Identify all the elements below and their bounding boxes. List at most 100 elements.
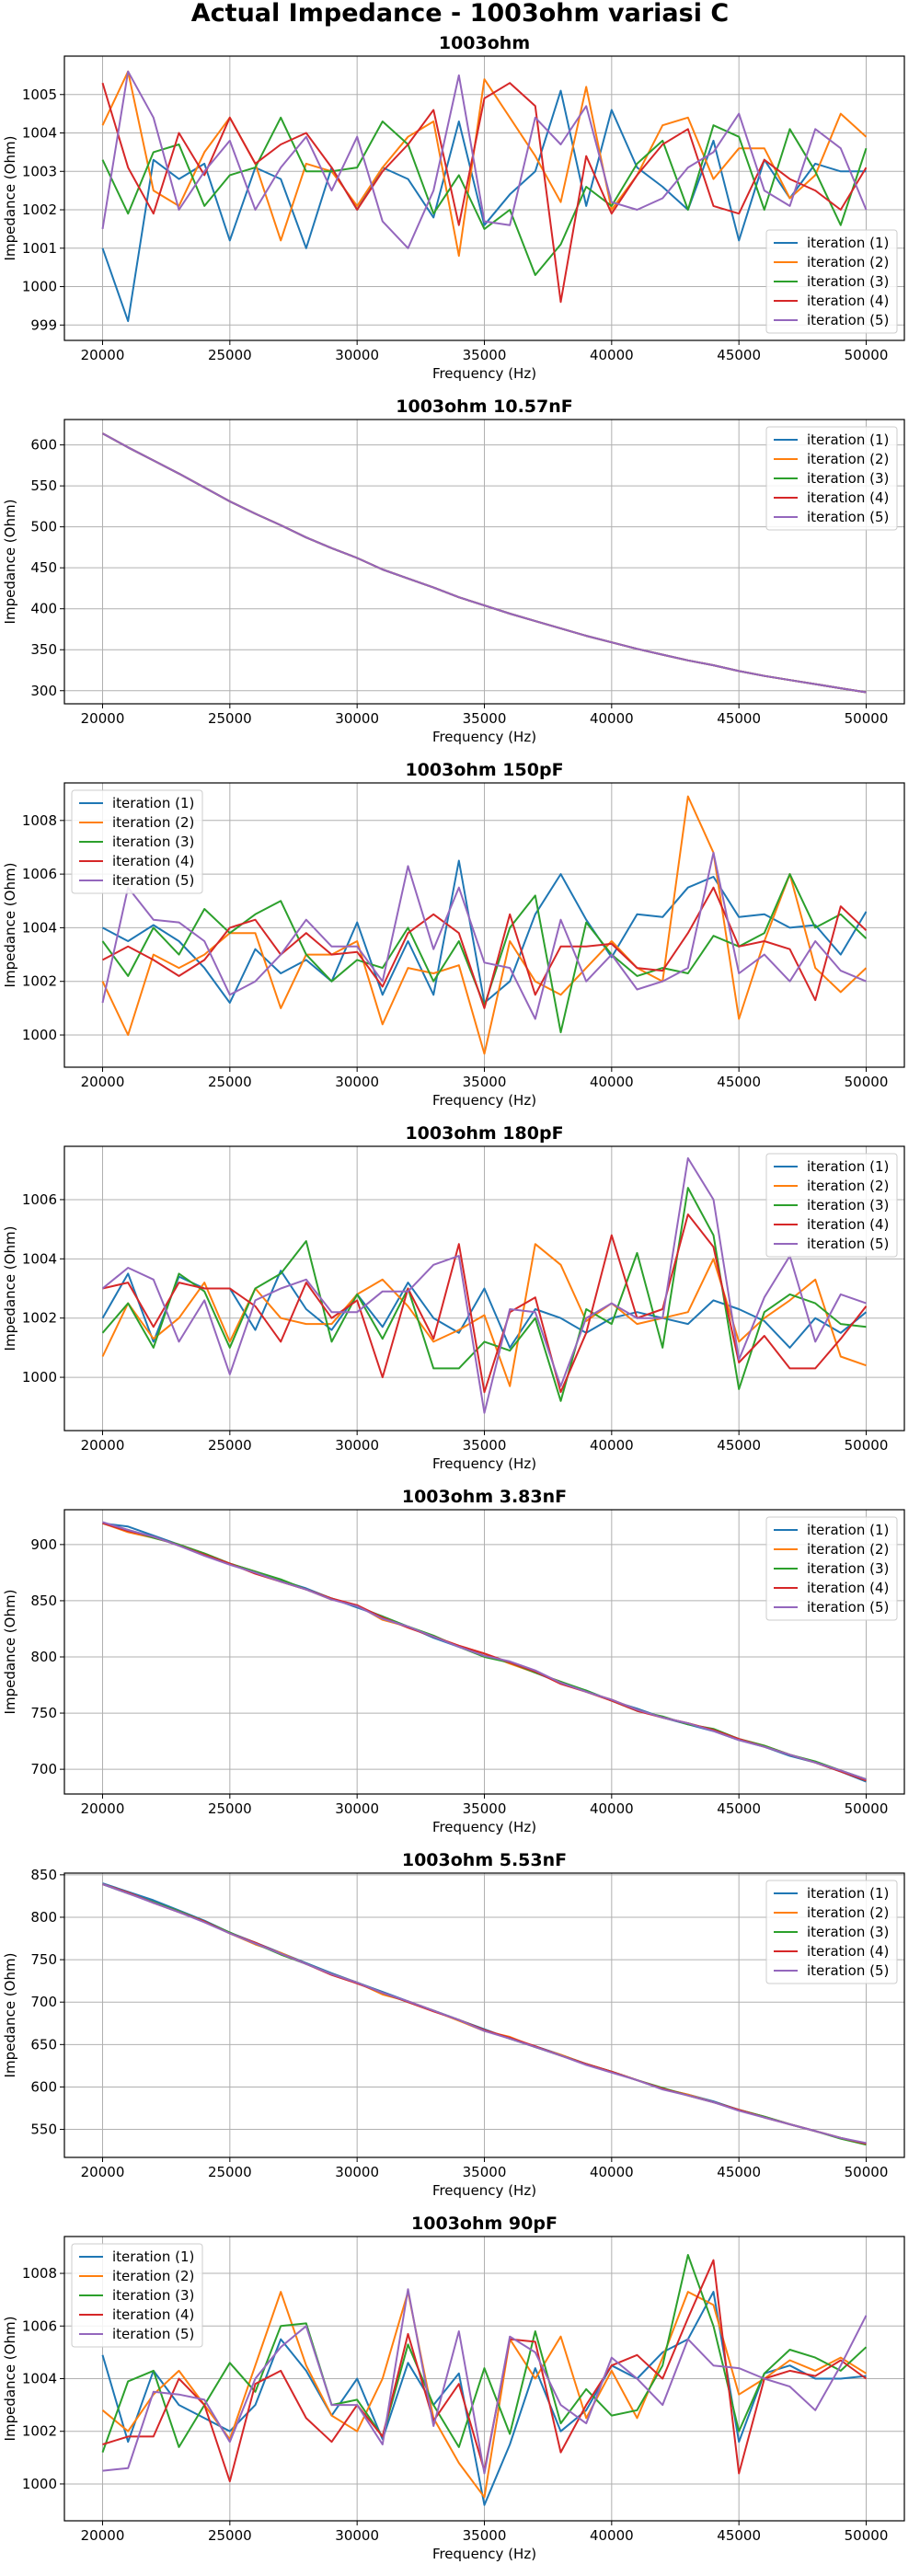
legend: iteration (1) iteration (2) iteration (3) i… xyxy=(71,2243,203,2348)
plot-frame xyxy=(63,55,905,341)
x-tick-label: 45000 xyxy=(717,347,761,363)
y-tick-label: 1004 xyxy=(22,1250,57,1267)
y-tick-label: 1006 xyxy=(22,1191,57,1208)
legend-box xyxy=(765,426,898,531)
x-tick-label: 20000 xyxy=(81,1074,125,1090)
plot-frame xyxy=(63,1872,905,2158)
series-line-5 xyxy=(102,1521,867,1781)
legend-label: iteration (5) xyxy=(112,2326,194,2342)
y-tick-label: 550 xyxy=(30,477,57,494)
x-tick-label: 35000 xyxy=(463,1074,507,1090)
series-group xyxy=(102,432,867,694)
y-tick-label: 900 xyxy=(30,1536,57,1553)
y-tick-label: 1000 xyxy=(22,2476,57,2492)
series-group xyxy=(101,795,868,1055)
x-tick-label: 50000 xyxy=(845,1074,889,1090)
series-line-5 xyxy=(102,2288,868,2475)
series-line-2 xyxy=(101,1243,867,1387)
series-line-5 xyxy=(102,432,867,694)
plot-frame xyxy=(63,419,905,705)
legend-label: iteration (5) xyxy=(807,312,889,328)
y-tick-label: 1008 xyxy=(22,2265,57,2282)
legend: iteration (1) iteration (2) iteration (3) i… xyxy=(71,789,203,894)
y-tick-label: 850 xyxy=(30,1593,57,1609)
legend-label: iteration (5) xyxy=(807,1599,889,1616)
subplot-2: 1003ohm 10.57nF 20000 25000 30000 35000 40000… xyxy=(2,397,905,745)
subplot-5: 1003ohm 3.83nF 20000 25000 30000 35000 40000 4… xyxy=(2,1487,905,1835)
x-tick-label: 20000 xyxy=(81,1437,125,1454)
legend-label: iteration (2) xyxy=(807,1904,889,1921)
subplot-title: 1003ohm 10.57nF xyxy=(396,397,572,417)
subplot-3: 1003ohm 150pF 20000 25000 30000 35000 40000 45… xyxy=(2,760,905,1109)
y-tick-label: 800 xyxy=(30,1649,57,1665)
x-axis-label: Frequency (Hz) xyxy=(432,365,536,382)
y-tick-label: 300 xyxy=(30,683,57,699)
legend-label: iteration (3) xyxy=(807,1197,889,1213)
legend-box xyxy=(71,789,203,894)
subplot-4: 1003ohm 180pF 20000 25000 30000 35000 40000 45… xyxy=(2,1123,905,1472)
y-tick-label: 1006 xyxy=(22,2317,57,2334)
x-tick-label: 30000 xyxy=(335,710,379,727)
legend-label: iteration (3) xyxy=(112,2287,194,2304)
x-tick-label: 25000 xyxy=(208,2527,252,2544)
x-tick-label: 50000 xyxy=(845,347,889,363)
subplot-title: 1003ohm 150pF xyxy=(405,760,563,780)
x-axis-label: Frequency (Hz) xyxy=(432,1092,536,1109)
series-line-5 xyxy=(101,1156,867,1414)
legend-label: iteration (1) xyxy=(807,1522,889,1538)
legend-label: iteration (1) xyxy=(807,235,889,251)
y-tick-label: 999 xyxy=(30,316,57,333)
y-tick-label: 600 xyxy=(30,437,57,454)
legend-label: iteration (3) xyxy=(807,1924,889,1940)
x-tick-label: 20000 xyxy=(81,710,125,727)
y-tick-label: 1005 xyxy=(22,86,57,103)
subplot-title: 1003ohm 5.53nF xyxy=(402,1850,567,1870)
x-tick-label: 50000 xyxy=(845,2527,889,2544)
y-tick-label: 500 xyxy=(30,519,57,535)
series-line-2 xyxy=(101,2291,868,2499)
legend-label: iteration (5) xyxy=(807,1962,889,1979)
y-tick-label: 1008 xyxy=(22,812,57,829)
legend-label: iteration (4) xyxy=(807,1216,889,1233)
series-line-4 xyxy=(102,1213,868,1394)
series-group xyxy=(101,70,868,323)
y-tick-label: 1000 xyxy=(22,1027,57,1043)
x-tick-label: 45000 xyxy=(717,2164,761,2180)
y-tick-label: 1004 xyxy=(22,125,57,142)
x-tick-label: 45000 xyxy=(717,2527,761,2544)
grid xyxy=(64,420,904,704)
subplot-1: 1003ohm 20000 25000 30000 35000 40000 45000 500… xyxy=(2,33,905,382)
legend-label: iteration (4) xyxy=(807,1580,889,1596)
y-tick-label: 750 xyxy=(30,1951,57,1968)
subplot-7: 1003ohm 90pF 20000 25000 30000 35000 40000 450… xyxy=(2,2214,905,2562)
x-tick-label: 35000 xyxy=(463,710,507,727)
x-tick-label: 20000 xyxy=(81,2527,125,2544)
legend-label: iteration (4) xyxy=(807,489,889,506)
subplot-title: 1003ohm 180pF xyxy=(405,1123,563,1144)
y-tick-label: 1006 xyxy=(22,866,57,882)
legend-box xyxy=(765,1516,898,1621)
plot-frame xyxy=(63,782,905,1068)
y-tick-label: 400 xyxy=(30,601,57,617)
x-tick-label: 40000 xyxy=(590,2527,634,2544)
x-tick-label: 45000 xyxy=(717,1437,761,1454)
x-tick-label: 40000 xyxy=(590,1074,634,1090)
y-tick-label: 1004 xyxy=(22,919,57,936)
y-axis-label: Impedance (Ohm) xyxy=(2,1226,18,1351)
x-tick-label: 20000 xyxy=(81,347,125,363)
subplot-6: 1003ohm 5.53nF 20000 25000 30000 35000 40000 4… xyxy=(2,1850,905,2199)
x-tick-label: 25000 xyxy=(208,1800,252,1817)
y-tick-label: 450 xyxy=(30,559,57,576)
x-tick-label: 45000 xyxy=(717,1800,761,1817)
y-tick-label: 1002 xyxy=(22,2423,57,2440)
x-tick-label: 40000 xyxy=(590,1800,634,1817)
x-tick-label: 45000 xyxy=(717,710,761,727)
x-tick-label: 35000 xyxy=(463,2527,507,2544)
y-tick-label: 700 xyxy=(30,1761,57,1777)
legend-box xyxy=(765,1153,898,1258)
legend-label: iteration (4) xyxy=(807,293,889,309)
legend-label: iteration (3) xyxy=(112,834,194,850)
x-tick-label: 50000 xyxy=(845,1800,889,1817)
legend-label: iteration (1) xyxy=(807,431,889,448)
